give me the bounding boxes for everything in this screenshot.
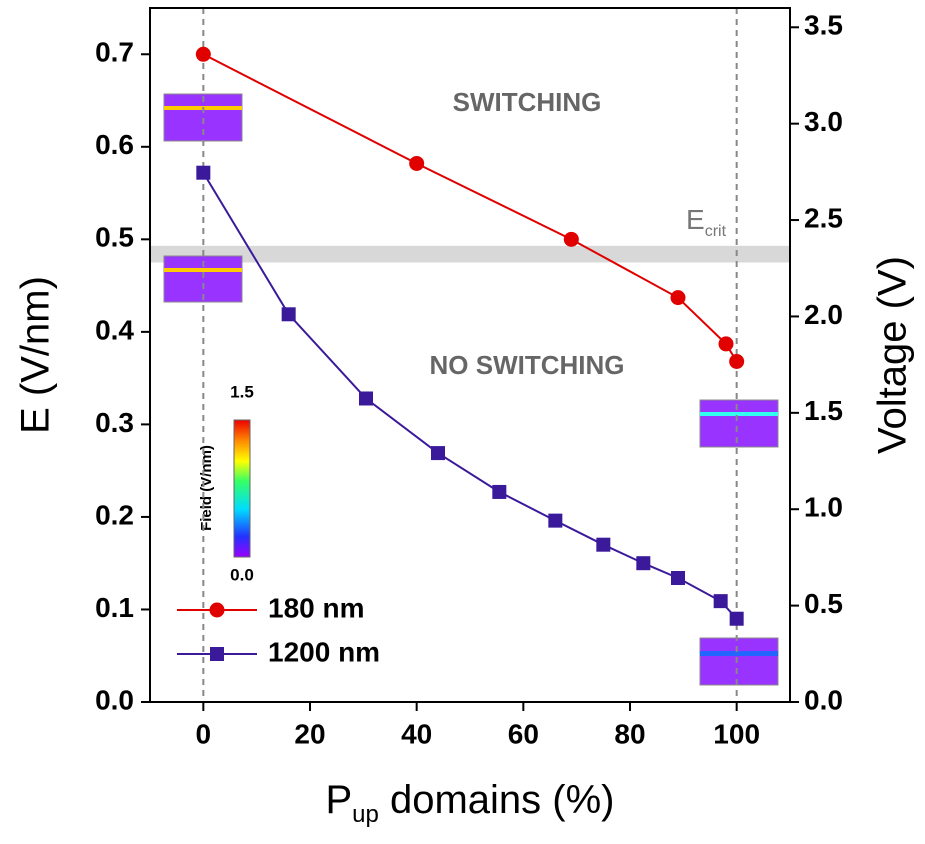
x-title-main: P: [325, 778, 352, 822]
x-tick-label: 60: [508, 718, 539, 749]
legend-label: 1200 nm: [268, 636, 380, 667]
colorbar-label: Field (V/nm): [198, 445, 215, 531]
y2-tick-label: 0.0: [804, 684, 843, 715]
data-point: [492, 484, 507, 499]
y-axis-title: E (V/nm): [14, 276, 58, 434]
y2-axis-title: Voltage (V): [871, 256, 915, 454]
series-line: [202, 172, 738, 620]
data-point: [409, 155, 425, 171]
legend-marker: [210, 647, 224, 661]
data-point: [195, 46, 211, 62]
y2-tick-label: 3.0: [804, 106, 843, 137]
y2-tick-label: 0.5: [804, 588, 843, 619]
x-title-rest: domains (%): [379, 778, 615, 822]
colorbar: [233, 419, 251, 558]
y2-tick-label: 1.0: [804, 492, 843, 523]
ecrit-sub: crit: [705, 223, 727, 240]
y-tick-label: 0.7: [95, 37, 134, 68]
y2-tick-label: 3.5: [804, 10, 843, 41]
x-tick-label: 100: [713, 718, 760, 749]
x-tick-label: 0: [196, 718, 212, 749]
x-axis-title: Pup domains (%): [325, 778, 614, 829]
annotation: NO SWITCHING: [430, 350, 625, 380]
y-tick-label: 0.5: [95, 222, 134, 253]
x-tick-label: 40: [401, 718, 432, 749]
legend-marker: [209, 602, 225, 618]
data-point: [636, 556, 651, 571]
data-point: [670, 290, 686, 306]
ecrit-main: E: [686, 204, 705, 235]
legend-label: 180 nm: [268, 592, 365, 623]
data-point: [713, 594, 728, 609]
y2-tick-label: 2.5: [804, 202, 843, 233]
data-point: [563, 231, 579, 247]
data-point: [359, 391, 373, 406]
colorbar-tick-label: 1.5: [230, 382, 254, 401]
data-point: [196, 165, 211, 180]
y-tick-label: 0.4: [95, 314, 134, 345]
device-insets: [163, 93, 779, 686]
y-tick-label: 0.3: [95, 407, 134, 438]
y2-tick-label: 2.0: [804, 299, 843, 330]
data-point: [671, 571, 685, 586]
ecrit-band: [150, 245, 790, 263]
y-tick-label: 0.1: [95, 592, 134, 623]
y-tick-label: 0.0: [95, 684, 134, 715]
y2-tick-label: 1.5: [804, 395, 843, 426]
x-title-sub: up: [352, 801, 379, 828]
annotation: SWITCHING: [453, 87, 602, 117]
x-tick-label: 20: [294, 718, 325, 749]
data-point: [431, 446, 445, 461]
data-point: [718, 336, 734, 352]
x-tick-label: 80: [614, 718, 645, 749]
data-point: [548, 513, 563, 528]
data-point: [729, 611, 744, 626]
data-point: [729, 353, 745, 369]
data-point: [596, 537, 611, 552]
colorbar-tick-label: 0.0: [230, 565, 254, 584]
y-tick-label: 0.6: [95, 129, 134, 160]
y-tick-label: 0.2: [95, 499, 134, 530]
ecrit-label: Ecrit: [686, 204, 727, 240]
data-point: [281, 307, 296, 322]
plot-frame: [149, 7, 791, 703]
